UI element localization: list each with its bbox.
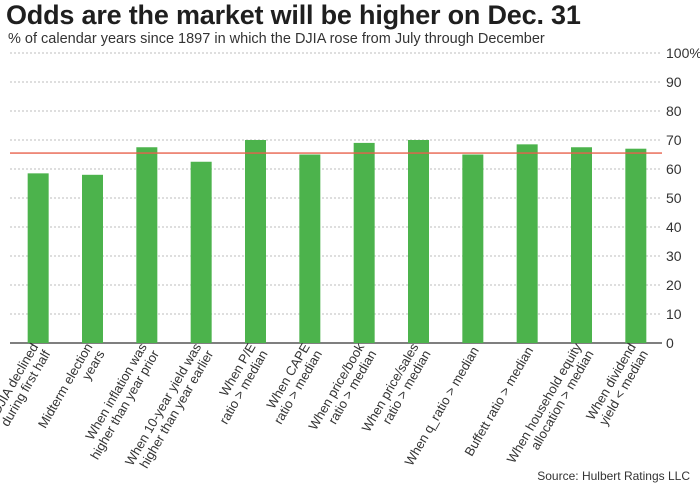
x-tick-label: When DJIA declinedduring first half <box>0 340 53 456</box>
source-note: Source: Hulbert Ratings LLC <box>537 469 690 483</box>
bars <box>27 140 647 343</box>
x-axis: When DJIA declinedduring first halfMidte… <box>0 340 651 471</box>
y-tick-label: 70 <box>666 132 682 148</box>
y-tick-label: 40 <box>666 219 682 235</box>
bar <box>82 174 103 343</box>
y-tick-label: 0 <box>666 335 674 351</box>
bar <box>462 154 484 343</box>
y-tick-label: 50 <box>666 190 682 206</box>
y-axis: 0 10 20 30 40 50 60 70 80 90 100% <box>666 45 700 351</box>
bar <box>245 140 266 343</box>
bar <box>516 144 538 343</box>
bar <box>571 147 592 343</box>
bar <box>136 147 158 343</box>
y-tick-label: 90 <box>666 74 682 90</box>
y-tick-label: 10 <box>666 306 682 322</box>
bar <box>190 161 212 343</box>
gridlines <box>10 52 662 344</box>
bar <box>408 140 429 343</box>
y-tick-label: 60 <box>666 161 682 177</box>
y-tick-label: 100% <box>666 45 700 61</box>
bar <box>27 173 49 343</box>
bar <box>353 142 375 343</box>
chart-title: Odds are the market will be higher on De… <box>6 0 581 30</box>
bar <box>299 154 321 343</box>
y-tick-label: 80 <box>666 103 682 119</box>
y-tick-label: 20 <box>666 277 682 293</box>
bar <box>625 148 647 343</box>
chart-subtitle: % of calendar years since 1897 in which … <box>8 31 545 47</box>
x-tick-label: When P/Eratio > median <box>204 340 271 426</box>
y-tick-label: 30 <box>666 248 682 264</box>
